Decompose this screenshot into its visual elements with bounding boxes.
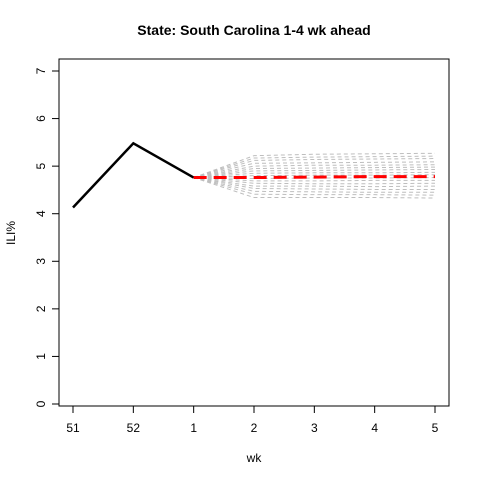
ensemble-line-7	[193, 168, 436, 179]
ensemble-line-4	[193, 161, 436, 179]
y-tick-label-7: 7	[34, 67, 48, 74]
ensemble-line-11	[193, 177, 435, 182]
x-tick-label-51: 51	[66, 421, 80, 435]
x-axis-label: wk	[246, 451, 263, 465]
ensemble-line-14	[193, 177, 435, 190]
ensemble-line-2	[193, 155, 436, 179]
plot-area	[72, 141, 436, 209]
ensemble-line-15	[193, 177, 435, 193]
y-axis: 0 1 2 3 4 5 6 7	[34, 67, 60, 407]
ensemble-line-12	[193, 177, 436, 185]
ensemble-line-5	[193, 164, 436, 179]
ensemble-line-1	[193, 152, 436, 179]
y-tick-label-1: 1	[34, 353, 48, 360]
y-tick-label-6: 6	[34, 115, 48, 122]
chart-title: State: South Carolina 1-4 wk ahead	[137, 22, 370, 38]
observed-line	[72, 141, 195, 209]
forecast-line	[193, 175, 435, 180]
y-tick-label-3: 3	[34, 258, 48, 265]
x-tick-label-52: 52	[127, 421, 141, 435]
ensemble-line-16	[193, 177, 436, 196]
x-tick-label-1: 1	[190, 421, 197, 435]
ensemble-line-6	[193, 166, 436, 179]
x-axis: 51 52 1 2 3 4 5	[66, 405, 439, 435]
x-tick-label-5: 5	[432, 421, 439, 435]
y-tick-label-4: 4	[34, 210, 48, 217]
ensemble-line-8	[193, 171, 436, 179]
y-tick-label-0: 0	[34, 400, 48, 407]
ensemble-line-9	[193, 174, 436, 179]
ensemble-line-17	[193, 177, 436, 199]
x-tick-label-2: 2	[251, 421, 258, 435]
x-tick-label-4: 4	[371, 421, 378, 435]
y-tick-label-5: 5	[34, 162, 48, 169]
x-tick-label-3: 3	[311, 421, 318, 435]
y-axis-label: ILI%	[4, 221, 18, 245]
y-tick-label-2: 2	[34, 305, 48, 312]
ensemble-line-3	[193, 158, 436, 179]
ensemble-line-13	[193, 177, 436, 188]
